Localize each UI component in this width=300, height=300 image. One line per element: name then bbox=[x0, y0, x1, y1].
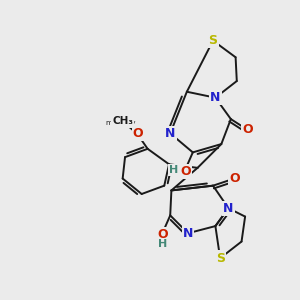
Text: H: H bbox=[169, 165, 178, 175]
Text: O: O bbox=[242, 123, 253, 136]
Text: O: O bbox=[158, 228, 168, 241]
Text: S: S bbox=[208, 34, 217, 47]
Text: S: S bbox=[216, 252, 225, 265]
Text: O: O bbox=[180, 165, 191, 178]
Text: O: O bbox=[229, 172, 240, 185]
Text: CH₃: CH₃ bbox=[112, 116, 133, 127]
Text: H: H bbox=[158, 239, 168, 249]
Text: methoxy: methoxy bbox=[105, 120, 136, 126]
Text: N: N bbox=[165, 127, 175, 140]
Text: O: O bbox=[133, 127, 143, 140]
Text: N: N bbox=[183, 227, 193, 240]
Text: N: N bbox=[223, 202, 234, 215]
Text: N: N bbox=[210, 91, 220, 104]
